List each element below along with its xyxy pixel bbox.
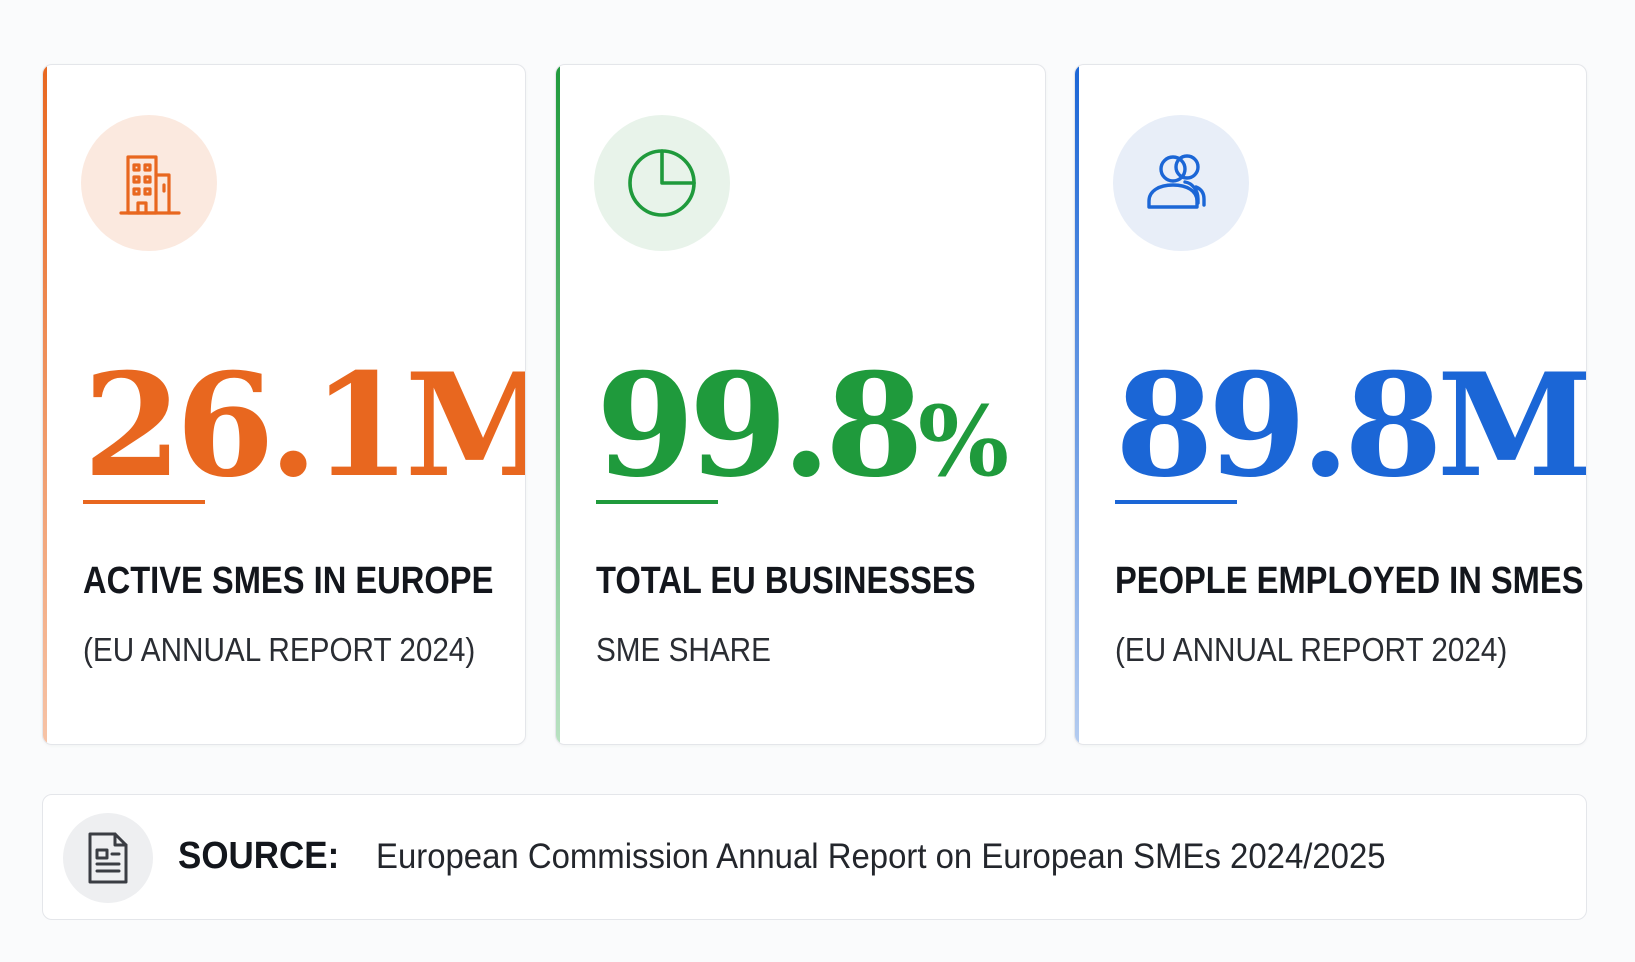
stat-label: PEOPLE EMPLOYED IN SMES (1115, 560, 1584, 602)
stat-label: ACTIVE SMES IN EUROPE (83, 560, 494, 602)
stat-value: 99.8% (596, 343, 1010, 509)
pie-chart-icon (594, 115, 730, 251)
stat-value: 26.1M (83, 343, 526, 509)
source-text: European Commission Annual Report on Eur… (376, 837, 1386, 876)
stat-sublabel: SME SHARE (596, 631, 771, 668)
document-icon (63, 813, 153, 903)
stats-cards: 26.1M ACTIVE SMES IN EUROPE (EU ANNUAL R… (42, 64, 1587, 745)
divider (596, 500, 718, 504)
stat-sublabel: (EU ANNUAL REPORT 2024) (83, 631, 476, 668)
card-accent-bar (43, 65, 47, 744)
card-accent-bar (1075, 65, 1079, 744)
card-accent-bar (556, 65, 560, 744)
building-icon (81, 115, 217, 251)
stat-label: TOTAL EU BUSINESSES (596, 560, 976, 602)
stat-card-sme-share: 99.8% TOTAL EU BUSINESSES SME SHARE (555, 64, 1046, 745)
source-label: SOURCE: (178, 835, 340, 877)
stat-card-active-smes: 26.1M ACTIVE SMES IN EUROPE (EU ANNUAL R… (42, 64, 526, 745)
users-icon (1113, 115, 1249, 251)
divider (83, 500, 205, 504)
source-box: SOURCE: European Commission Annual Repor… (42, 794, 1587, 920)
stat-value: 89.8M (1115, 343, 1587, 509)
stat-card-people-employed: 89.8M PEOPLE EMPLOYED IN SMES (EU ANNUAL… (1074, 64, 1587, 745)
divider (1115, 500, 1237, 504)
stat-sublabel: (EU ANNUAL REPORT 2024) (1115, 631, 1508, 668)
